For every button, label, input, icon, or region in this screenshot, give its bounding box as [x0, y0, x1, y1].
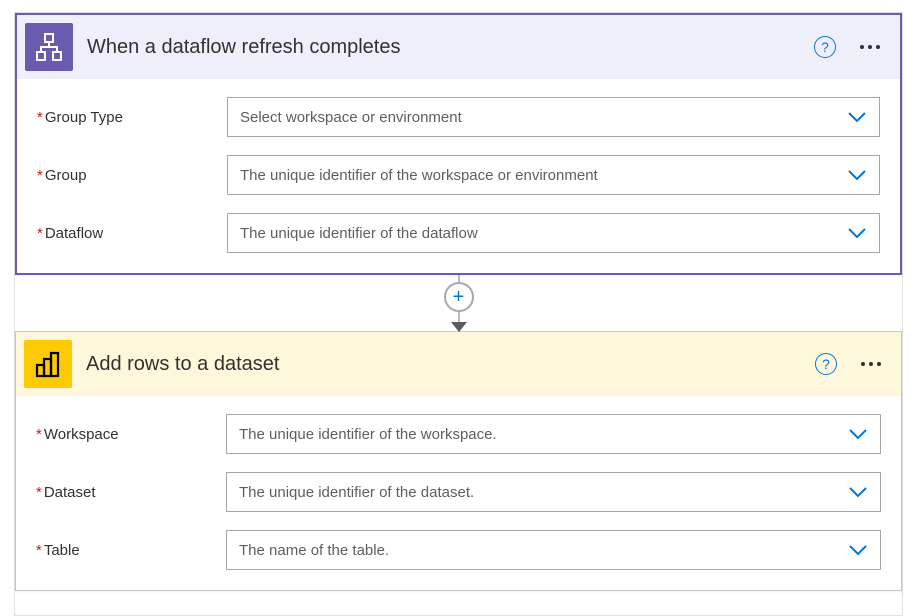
more-menu-icon[interactable]: [854, 39, 886, 55]
trigger-header-actions: ?: [814, 36, 886, 58]
chevron-down-icon: [847, 111, 867, 123]
action-card: Add rows to a dataset ? *Workspace The u…: [15, 331, 902, 591]
select-placeholder: The unique identifier of the dataset.: [239, 484, 474, 501]
action-title: Add rows to a dataset: [86, 353, 815, 376]
trigger-body: *Group Type Select workspace or environm…: [17, 79, 900, 273]
chevron-down-icon: [848, 486, 868, 498]
dataset-select[interactable]: The unique identifier of the dataset.: [226, 472, 881, 512]
select-placeholder: The unique identifier of the dataflow: [240, 225, 478, 242]
select-placeholder: The unique identifier of the workspace.: [239, 426, 497, 443]
field-row-group-type: *Group Type Select workspace or environm…: [37, 97, 880, 137]
table-select[interactable]: The name of the table.: [226, 530, 881, 570]
arrow-down-icon: [451, 322, 467, 332]
select-placeholder: The name of the table.: [239, 542, 389, 559]
field-row-group: *Group The unique identifier of the work…: [37, 155, 880, 195]
flow-canvas: When a dataflow refresh completes ? *Gro…: [14, 12, 903, 616]
chevron-down-icon: [848, 428, 868, 440]
trigger-title: When a dataflow refresh completes: [87, 36, 814, 59]
field-label: *Group: [37, 167, 227, 184]
group-type-select[interactable]: Select workspace or environment: [227, 97, 880, 137]
select-placeholder: Select workspace or environment: [240, 109, 462, 126]
action-header-actions: ?: [815, 353, 887, 375]
add-step-button[interactable]: +: [444, 282, 474, 312]
field-label: *Dataflow: [37, 225, 227, 242]
help-icon[interactable]: ?: [814, 36, 836, 58]
field-label: *Table: [36, 542, 226, 559]
field-row-workspace: *Workspace The unique identifier of the …: [36, 414, 881, 454]
chevron-down-icon: [847, 169, 867, 181]
dataflow-select[interactable]: The unique identifier of the dataflow: [227, 213, 880, 253]
chevron-down-icon: [847, 227, 867, 239]
select-placeholder: The unique identifier of the workspace o…: [240, 167, 598, 184]
field-label: *Dataset: [36, 484, 226, 501]
bar-chart-icon: [24, 340, 72, 388]
trigger-card: When a dataflow refresh completes ? *Gro…: [15, 13, 902, 275]
more-menu-icon[interactable]: [855, 356, 887, 372]
field-label: *Workspace: [36, 426, 226, 443]
trigger-header[interactable]: When a dataflow refresh completes ?: [17, 15, 900, 79]
group-select[interactable]: The unique identifier of the workspace o…: [227, 155, 880, 195]
field-row-dataflow: *Dataflow The unique identifier of the d…: [37, 213, 880, 253]
connector: +: [444, 275, 474, 331]
workspace-select[interactable]: The unique identifier of the workspace.: [226, 414, 881, 454]
field-row-dataset: *Dataset The unique identifier of the da…: [36, 472, 881, 512]
hierarchy-icon: [25, 23, 73, 71]
field-row-table: *Table The name of the table.: [36, 530, 881, 570]
field-label: *Group Type: [37, 109, 227, 126]
action-body: *Workspace The unique identifier of the …: [16, 396, 901, 590]
chevron-down-icon: [848, 544, 868, 556]
action-header[interactable]: Add rows to a dataset ?: [16, 332, 901, 396]
help-icon[interactable]: ?: [815, 353, 837, 375]
